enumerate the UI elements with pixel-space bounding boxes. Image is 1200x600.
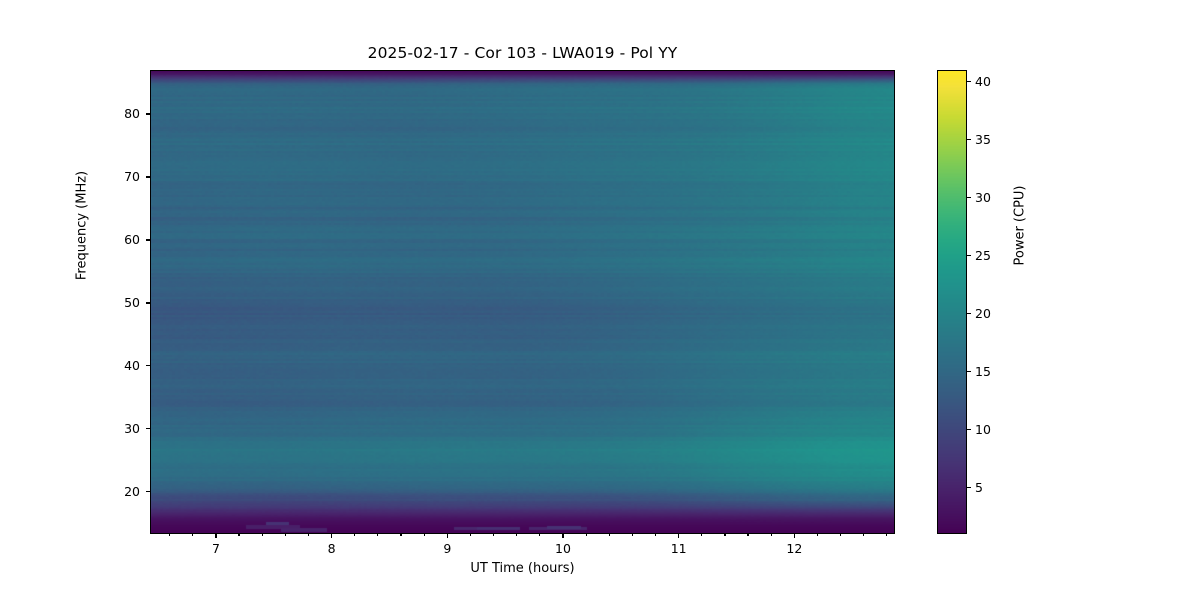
y-tick-mark bbox=[146, 365, 150, 367]
x-tick-mark bbox=[192, 534, 194, 537]
x-tick-mark bbox=[354, 534, 356, 537]
colorbar-tick-label: 40 bbox=[975, 73, 991, 89]
x-tick-mark bbox=[400, 534, 402, 537]
colorbar-label: Power (CPU) bbox=[1012, 185, 1028, 266]
x-tick-mark bbox=[886, 534, 888, 537]
colorbar-tick-mark bbox=[967, 429, 971, 431]
x-tick-mark bbox=[169, 534, 171, 537]
x-tick-mark bbox=[631, 534, 633, 537]
x-tick-mark bbox=[261, 534, 263, 537]
y-tick-label: 30 bbox=[124, 420, 140, 436]
colorbar-tick-label: 25 bbox=[975, 247, 991, 263]
x-tick-mark bbox=[724, 534, 726, 537]
colorbar-tick-mark bbox=[967, 197, 971, 199]
spectrogram-heatmap bbox=[151, 71, 894, 533]
colorbar-tick-mark bbox=[967, 313, 971, 315]
x-tick-mark bbox=[585, 534, 587, 537]
y-tick-mark bbox=[146, 302, 150, 304]
y-axis-label: Frequency (MHz) bbox=[74, 170, 90, 281]
x-tick-label: 10 bbox=[555, 541, 571, 556]
x-tick-mark bbox=[654, 534, 657, 537]
colorbar-tick-label: 5 bbox=[975, 479, 983, 495]
colorbar-tick-label: 35 bbox=[975, 131, 991, 147]
x-tick-mark bbox=[562, 534, 564, 538]
y-tick-mark bbox=[146, 491, 150, 493]
x-tick-mark bbox=[238, 534, 240, 537]
x-tick-mark bbox=[516, 534, 518, 537]
x-tick-mark bbox=[816, 534, 819, 537]
y-tick-label: 60 bbox=[124, 231, 140, 247]
y-tick-label: 20 bbox=[124, 483, 140, 499]
x-tick-mark bbox=[701, 534, 703, 537]
colorbar-tick-label: 30 bbox=[975, 189, 991, 205]
x-tick-mark bbox=[770, 534, 772, 537]
x-tick-label: 7 bbox=[211, 541, 220, 556]
colorbar-tick-label: 15 bbox=[975, 363, 991, 379]
x-tick-mark bbox=[423, 534, 425, 537]
x-tick-mark bbox=[608, 534, 610, 537]
colorbar-tick-mark bbox=[967, 81, 971, 83]
x-tick-mark bbox=[492, 534, 495, 537]
y-tick-label: 70 bbox=[124, 169, 140, 185]
colorbar-tick-mark bbox=[967, 255, 971, 257]
x-tick-mark bbox=[331, 534, 333, 538]
colorbar[interactable] bbox=[937, 70, 967, 534]
x-axis-label: UT Time (hours) bbox=[470, 561, 575, 576]
y-tick-label: 80 bbox=[124, 106, 140, 122]
y-tick-mark bbox=[146, 239, 150, 241]
x-tick-mark bbox=[840, 534, 842, 537]
x-tick-mark bbox=[863, 534, 865, 537]
spectrogram-plot-area[interactable] bbox=[150, 70, 895, 534]
colorbar-tick-label: 20 bbox=[975, 305, 991, 321]
y-tick-label: 50 bbox=[124, 294, 140, 310]
x-tick-mark bbox=[747, 534, 749, 537]
colorbar-tick-mark bbox=[967, 371, 971, 373]
x-tick-mark bbox=[469, 534, 472, 537]
y-tick-mark bbox=[146, 113, 150, 115]
colorbar-gradient bbox=[938, 71, 966, 533]
x-tick-label: 12 bbox=[786, 541, 803, 556]
x-tick-mark bbox=[793, 534, 795, 538]
colorbar-tick-label: 10 bbox=[975, 421, 991, 437]
x-tick-mark bbox=[215, 534, 217, 538]
x-tick-mark bbox=[539, 534, 541, 537]
colorbar-tick-mark bbox=[967, 139, 971, 141]
x-tick-mark bbox=[678, 534, 680, 538]
x-tick-label: 9 bbox=[443, 541, 452, 556]
x-tick-label: 8 bbox=[327, 541, 336, 556]
x-tick-label: 11 bbox=[670, 541, 687, 556]
x-tick-mark bbox=[284, 534, 286, 537]
x-tick-mark bbox=[446, 534, 448, 538]
colorbar-tick-mark bbox=[967, 487, 971, 489]
y-tick-mark bbox=[146, 176, 150, 178]
x-tick-mark bbox=[377, 534, 379, 537]
page-title: 2025-02-17 - Cor 103 - LWA019 - Pol YY bbox=[367, 44, 678, 62]
x-tick-mark bbox=[307, 534, 310, 537]
y-tick-label: 40 bbox=[124, 357, 140, 373]
y-tick-mark bbox=[146, 428, 150, 430]
